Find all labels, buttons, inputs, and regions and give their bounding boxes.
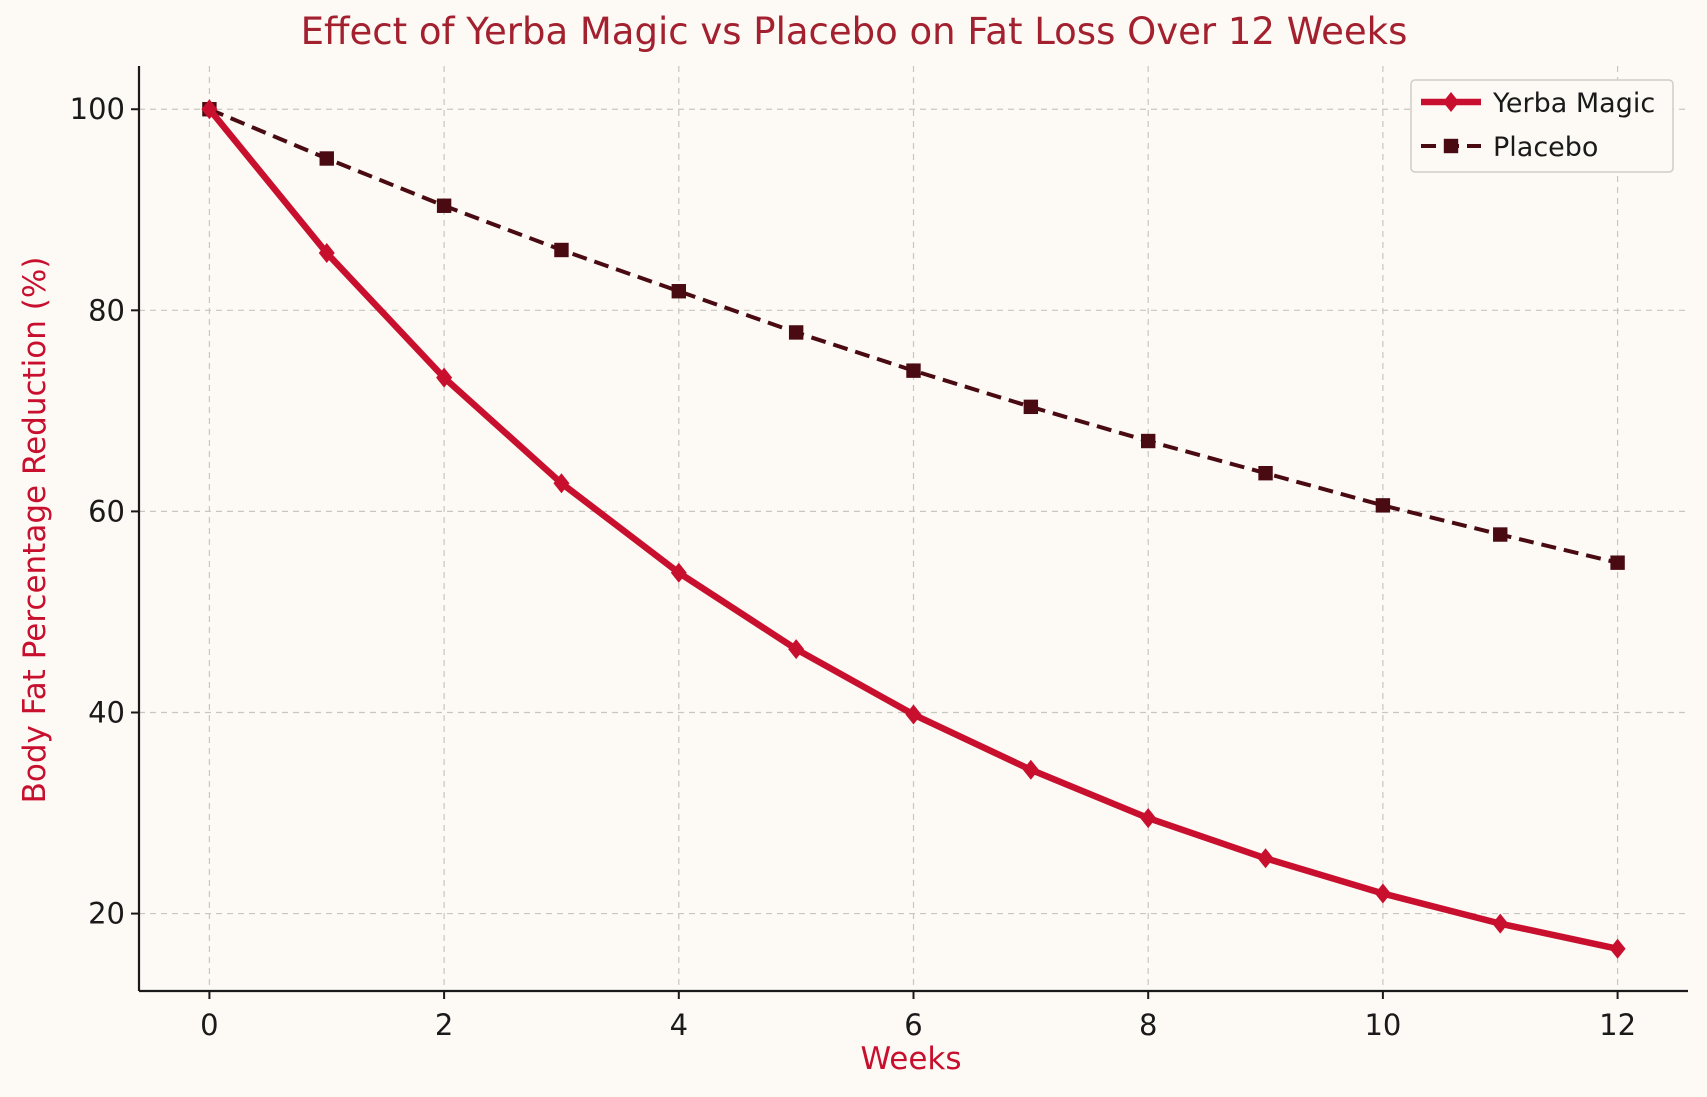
y-tick-label: 20 <box>88 897 125 931</box>
data-point <box>1609 938 1626 959</box>
data-point <box>1023 399 1039 415</box>
x-tick-label: 8 <box>1139 1008 1157 1042</box>
y-tick-label: 100 <box>70 92 125 126</box>
series-yerba-magic <box>201 99 1626 959</box>
data-point <box>1375 498 1391 513</box>
data-point <box>905 704 922 725</box>
data-point <box>1258 466 1273 481</box>
legend-swatch-marker <box>1443 92 1459 112</box>
data-point <box>553 473 570 494</box>
data-point <box>201 99 218 120</box>
data-point <box>436 198 452 213</box>
x-tick-label: 10 <box>1364 1008 1401 1042</box>
legend-swatch-marker <box>1443 138 1459 154</box>
y-axis-label: Body Fat Percentage Reduction (%) <box>17 257 53 804</box>
legend-label: Placebo <box>1493 132 1598 163</box>
data-point <box>670 562 687 583</box>
legend-label: Yerba Magic <box>1492 88 1655 119</box>
y-tick-label: 40 <box>88 695 125 729</box>
data-point <box>1374 883 1391 904</box>
x-tick-label: 0 <box>200 1008 218 1042</box>
y-tick-label: 60 <box>88 494 125 528</box>
data-point <box>1492 913 1509 934</box>
data-point <box>436 367 453 388</box>
x-tick-label: 2 <box>435 1008 453 1042</box>
legend-entry-placebo: Placebo <box>1421 132 1598 163</box>
series-layer <box>201 99 1626 959</box>
x-tick-label: 4 <box>670 1008 688 1042</box>
legend: Yerba Magic Placebo <box>1410 79 1674 173</box>
grid <box>139 66 1688 991</box>
x-tick-label: 6 <box>904 1008 922 1042</box>
data-point <box>1257 848 1274 869</box>
data-point <box>788 325 804 340</box>
data-point <box>671 284 687 299</box>
data-point <box>1610 555 1625 570</box>
y-tick-label: 80 <box>88 293 125 327</box>
data-point <box>319 151 334 166</box>
data-point <box>1022 759 1039 780</box>
legend-entry-yerba-magic: Yerba Magic <box>1421 88 1655 119</box>
data-point <box>1140 808 1157 829</box>
data-point <box>554 242 569 258</box>
data-point <box>1140 433 1156 449</box>
data-point <box>788 639 805 660</box>
x-axis-label: Weeks <box>860 1041 961 1077</box>
data-point <box>318 243 335 264</box>
chart-title: Effect of Yerba Magic vs Placebo on Fat … <box>301 10 1408 53</box>
data-point <box>906 363 921 378</box>
axes: 0 2 4 6 8 10 12 20 40 60 80 100 <box>70 66 1688 1042</box>
x-tick-label: 12 <box>1599 1008 1636 1042</box>
data-point <box>1493 527 1508 542</box>
